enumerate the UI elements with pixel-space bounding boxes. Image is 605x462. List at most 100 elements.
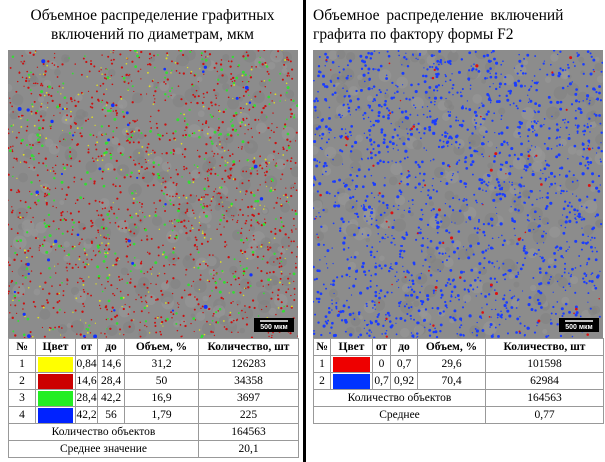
particle: [212, 278, 214, 280]
particle: [230, 312, 232, 314]
texture: [199, 223, 207, 231]
texture: [197, 77, 203, 83]
particle: [108, 125, 110, 127]
particle: [93, 180, 95, 182]
particle: [423, 147, 425, 149]
particle: [535, 89, 538, 92]
particle: [430, 256, 431, 257]
particle: [440, 172, 443, 175]
particle: [341, 128, 343, 130]
particle: [113, 309, 115, 311]
texture: [244, 140, 258, 154]
particle: [58, 228, 59, 229]
particle: [85, 120, 87, 122]
particle: [218, 118, 220, 120]
particle: [576, 209, 578, 211]
particle: [537, 121, 538, 122]
particle: [283, 195, 284, 196]
particle: [436, 75, 439, 78]
particle: [294, 294, 295, 295]
particle: [533, 254, 535, 256]
particle: [317, 237, 319, 239]
particle: [398, 287, 399, 288]
particle: [350, 75, 351, 76]
particle: [499, 82, 502, 85]
particle: [40, 84, 41, 85]
particle: [506, 310, 509, 313]
particle: [481, 251, 484, 254]
particle: [157, 275, 159, 277]
particle: [40, 115, 42, 117]
particle: [185, 167, 187, 169]
particle: [82, 284, 84, 286]
particle: [325, 315, 328, 318]
particle: [440, 220, 442, 222]
particle: [203, 196, 205, 198]
particle: [385, 234, 386, 235]
particle: [482, 204, 483, 205]
particle: [565, 175, 568, 178]
particle: [62, 219, 64, 221]
particle: [109, 328, 111, 330]
particle: [194, 164, 196, 166]
texture: [269, 256, 280, 267]
particle: [468, 79, 470, 81]
particle: [496, 147, 497, 148]
particle: [393, 96, 395, 98]
particle: [225, 328, 227, 330]
particle: [47, 188, 49, 190]
particle: [182, 54, 184, 56]
particle: [540, 169, 542, 171]
particle: [368, 329, 370, 331]
particle: [329, 107, 331, 109]
texture: [170, 279, 180, 289]
footer-value: 164563: [486, 390, 604, 407]
particle: [156, 127, 158, 129]
particle: [508, 172, 511, 175]
particle: [455, 141, 458, 144]
particle: [88, 149, 90, 151]
particle: [405, 233, 408, 236]
particle: [96, 141, 98, 143]
particle: [177, 235, 178, 236]
particle: [145, 320, 147, 322]
particle: [111, 63, 113, 65]
particle: [489, 96, 491, 98]
particle: [240, 191, 242, 193]
particle: [123, 297, 125, 299]
particle: [128, 82, 129, 83]
particle: [171, 95, 172, 96]
particle: [478, 219, 480, 221]
particle: [551, 116, 553, 118]
particle: [476, 329, 479, 332]
particle: [291, 240, 293, 242]
particle: [83, 248, 85, 250]
particle: [353, 318, 355, 320]
particle: [499, 86, 501, 88]
particle: [140, 69, 141, 70]
particle: [100, 214, 102, 216]
particle: [407, 133, 409, 135]
particle: [106, 309, 108, 311]
particle: [532, 171, 533, 172]
particle: [219, 308, 221, 310]
particle: [348, 110, 350, 112]
particle: [562, 119, 564, 121]
particle: [230, 134, 232, 136]
particle: [247, 258, 248, 259]
title-line: Объемное распределение включений: [313, 6, 563, 25]
particle: [585, 275, 587, 277]
particle: [388, 270, 390, 272]
particle: [518, 54, 520, 56]
particle: [484, 77, 487, 80]
particle: [534, 210, 537, 213]
particle: [132, 202, 134, 204]
texture: [58, 324, 68, 334]
particle: [361, 205, 362, 206]
particle: [567, 67, 569, 69]
particle: [226, 220, 228, 222]
particle: [140, 219, 142, 221]
particle: [498, 184, 501, 187]
particle: [93, 65, 95, 67]
particle: [164, 93, 166, 95]
